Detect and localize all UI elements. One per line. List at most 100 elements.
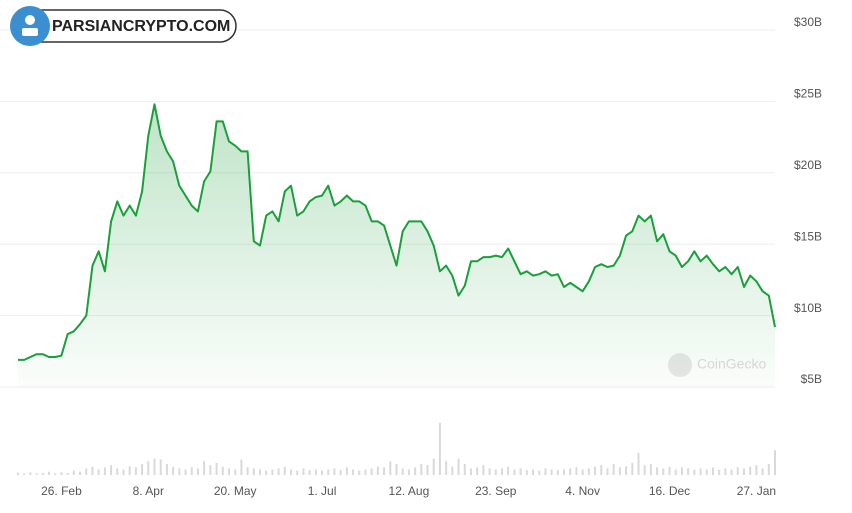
x-tick-label: 1. Jul xyxy=(308,484,337,498)
volume-bar xyxy=(420,464,423,475)
volume-bar xyxy=(277,468,280,475)
volume-bar xyxy=(538,470,541,475)
volume-bar xyxy=(41,472,44,475)
volume-bar xyxy=(500,468,503,475)
volume-bar xyxy=(699,468,702,475)
volume-bar xyxy=(525,470,528,475)
volume-bar xyxy=(327,469,330,475)
volume-bar xyxy=(519,468,522,475)
volume-bar xyxy=(606,468,609,475)
volume-bar xyxy=(23,473,26,475)
volume-bar xyxy=(314,469,317,475)
logo-text: PARSIANCRYPTO.COM xyxy=(52,18,230,35)
volume-bar xyxy=(190,467,193,475)
volume-bar xyxy=(718,470,721,475)
logo-icon-dot xyxy=(25,15,35,25)
volume-bar xyxy=(711,467,714,475)
volume-bar xyxy=(128,466,131,475)
volume-bar xyxy=(643,465,646,475)
volume-bar xyxy=(494,469,497,475)
volume-bar xyxy=(110,465,113,475)
volume-bar xyxy=(240,459,243,475)
volume-bar xyxy=(209,465,212,475)
logo-icon xyxy=(10,6,50,46)
volume-bar xyxy=(445,461,448,475)
volume-bar xyxy=(631,462,634,475)
volume-bar xyxy=(774,450,776,475)
volume-bar xyxy=(35,473,38,475)
volume-bar xyxy=(705,469,708,475)
watermark: CoinGecko xyxy=(668,353,766,377)
y-tick-label: $20B xyxy=(794,158,822,172)
volume-bar xyxy=(271,469,274,475)
volume-bar xyxy=(345,467,348,475)
volume-bar xyxy=(680,467,683,475)
volume-bar xyxy=(364,469,367,475)
volume-bar xyxy=(649,464,652,475)
volume-bar xyxy=(159,459,162,475)
volume-bar xyxy=(656,467,659,475)
volume-bar xyxy=(625,466,628,475)
volume-bar xyxy=(370,468,373,475)
volume-bar xyxy=(103,467,106,475)
volume-bar xyxy=(246,467,249,475)
volume-bar xyxy=(290,469,293,475)
volume-bar xyxy=(463,464,466,475)
watermark-text: CoinGecko xyxy=(697,356,766,372)
volume-bar xyxy=(283,466,286,475)
volume-bar xyxy=(451,466,454,475)
volume-bar xyxy=(618,467,621,475)
volume-bar xyxy=(252,468,255,475)
y-tick-label: $10B xyxy=(794,301,822,315)
x-tick-label: 8. Apr xyxy=(133,484,164,498)
volume-bar xyxy=(339,470,342,475)
volume-bar xyxy=(85,468,88,475)
x-tick-label: 16. Dec xyxy=(649,484,690,498)
volume-bar xyxy=(91,466,94,475)
volume-bar xyxy=(575,467,578,475)
volume-layer xyxy=(17,422,776,475)
volume-bar xyxy=(203,461,206,475)
volume-bar xyxy=(79,471,82,475)
volume-bar xyxy=(581,469,584,475)
volume-bar xyxy=(432,458,435,475)
volume-bar xyxy=(122,469,125,475)
volume-bar xyxy=(308,470,311,475)
volume-bar xyxy=(395,464,398,475)
volume-bar xyxy=(550,469,553,475)
volume-bar xyxy=(48,471,51,475)
volume-bar xyxy=(438,422,441,475)
volume-bar xyxy=(17,472,19,475)
volume-bar xyxy=(234,469,237,475)
volume-bar xyxy=(507,466,510,475)
volume-bar xyxy=(569,468,572,475)
volume-bar xyxy=(60,472,63,475)
volume-bar xyxy=(196,468,199,475)
volume-bar xyxy=(116,468,119,475)
volume-bar xyxy=(383,467,386,475)
volume-bar xyxy=(724,468,727,475)
volume-bar xyxy=(563,469,566,475)
volume-bar xyxy=(594,466,597,475)
volume-bar xyxy=(736,467,739,475)
volume-bar xyxy=(482,465,485,475)
volume-bar xyxy=(215,462,218,475)
volume-bar xyxy=(488,468,491,475)
volume-bar xyxy=(612,464,615,475)
y-tick-label: $15B xyxy=(794,229,822,243)
volume-bar xyxy=(761,468,764,475)
volume-bar xyxy=(600,465,603,475)
volume-bar xyxy=(469,468,472,475)
volume-bar xyxy=(54,473,57,475)
volume-bar xyxy=(457,458,460,475)
x-tick-label: 4. Nov xyxy=(565,484,600,498)
watermark-icon xyxy=(668,353,692,377)
area-layer xyxy=(18,103,776,388)
x-tick-label: 23. Sep xyxy=(475,484,517,498)
area-fill xyxy=(18,104,775,388)
volume-bar xyxy=(668,466,671,475)
volume-bar xyxy=(556,470,559,475)
volume-bar xyxy=(29,472,32,475)
volume-bar xyxy=(414,467,417,475)
